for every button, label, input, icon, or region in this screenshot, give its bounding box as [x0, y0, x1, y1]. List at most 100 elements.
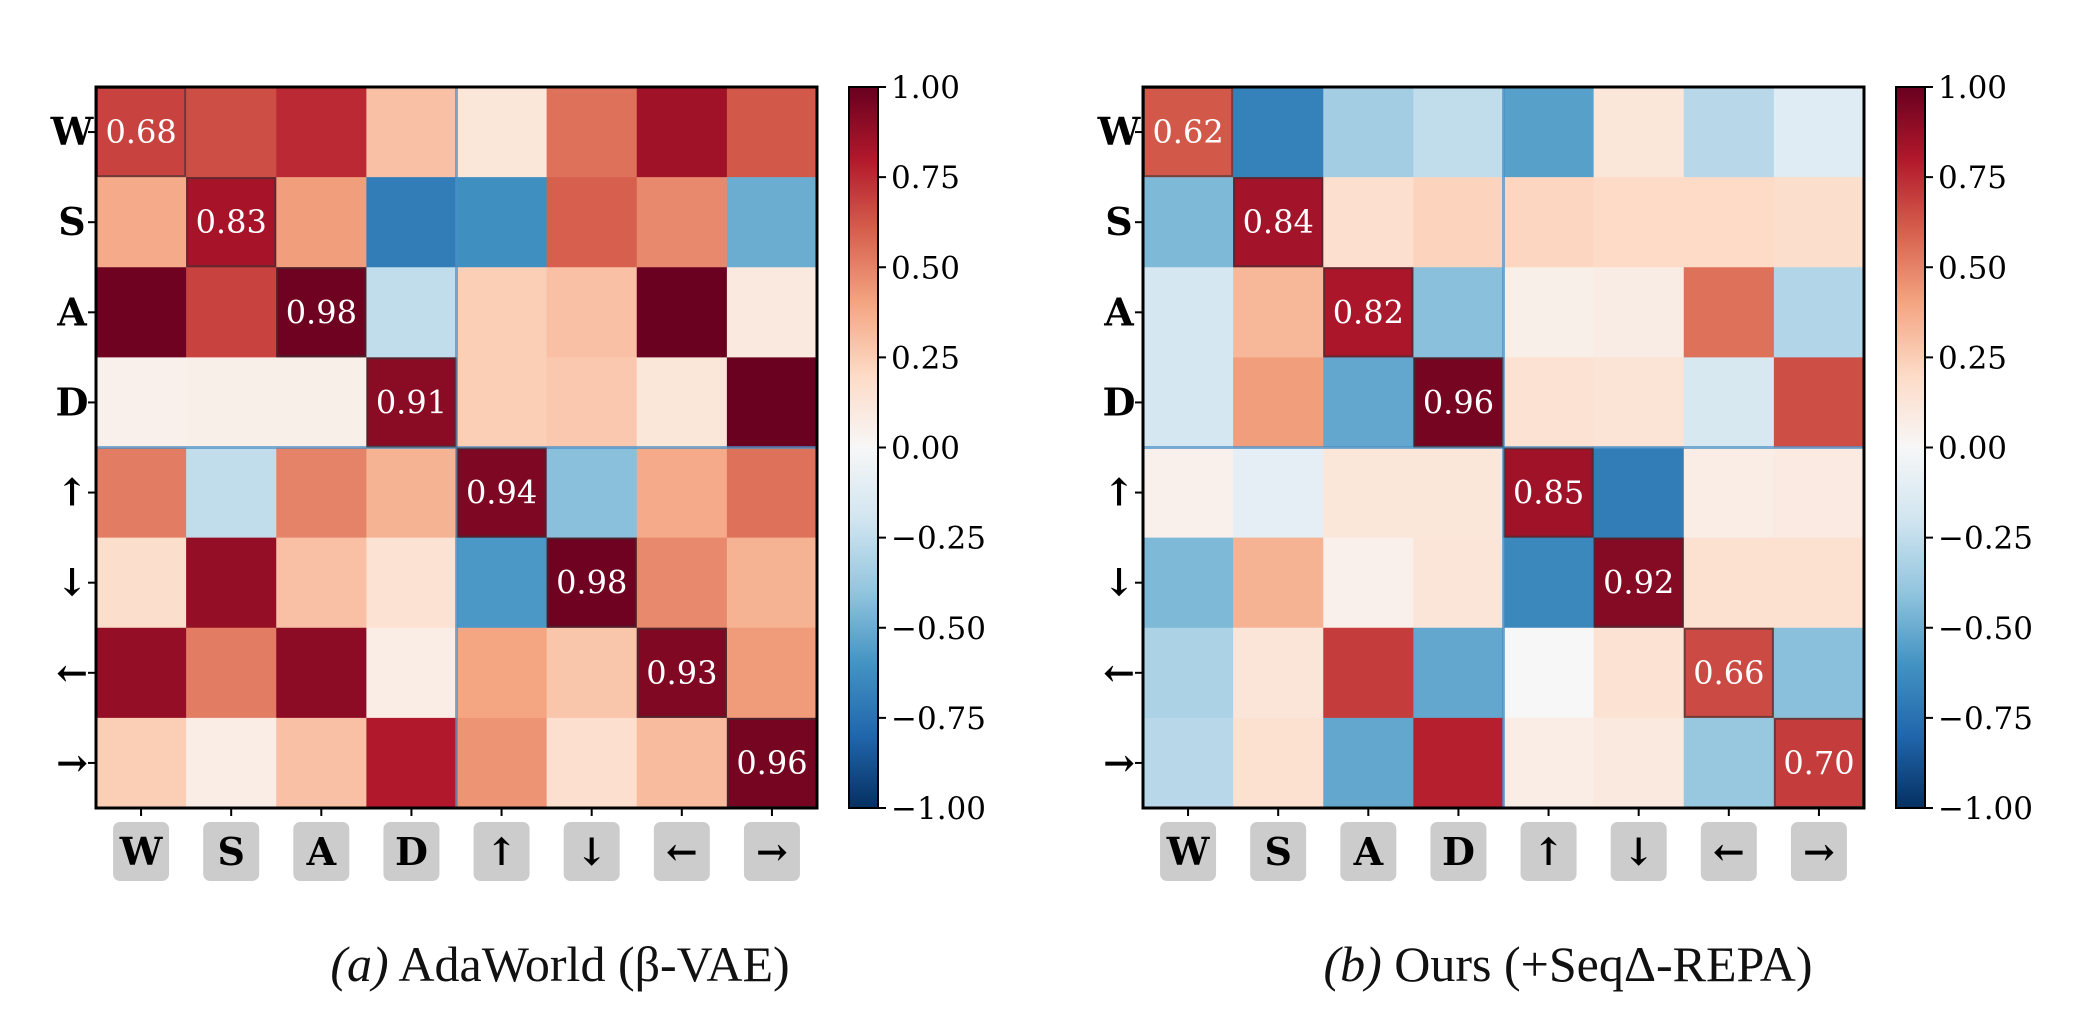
panel-a-diagonal-label: 0.93 — [646, 654, 717, 692]
panel-b-cell — [1593, 537, 1685, 629]
panel-b-cell — [1503, 627, 1595, 719]
panel-b-cell — [1773, 447, 1865, 539]
panel-a-cell — [366, 627, 457, 719]
panel-b-cell — [1773, 267, 1865, 358]
panel-a-row-label: S — [58, 199, 85, 244]
panel-b-row-label: W — [1097, 109, 1142, 154]
panel-a-cell — [186, 177, 277, 268]
panel-b-cell — [1503, 447, 1595, 539]
panel-a-cell — [96, 447, 187, 539]
panel-a-key-box — [293, 822, 350, 881]
panel-a-diagonal-label: 0.98 — [556, 564, 627, 602]
panel-a-colorbar-tick-label: −0.25 — [891, 521, 986, 557]
panel-b-cell — [1143, 357, 1234, 448]
panel-b-diagonal-label: 0.82 — [1333, 293, 1404, 331]
panel-b-cell — [1233, 177, 1324, 268]
panel-a-cell — [546, 537, 638, 629]
panel-a-key-box — [113, 822, 170, 881]
panel-b-cell — [1413, 447, 1504, 539]
panel-b-colorbar-tick-label: 0.75 — [1938, 160, 2007, 196]
panel-a-cell — [96, 537, 187, 629]
panel-a-cell — [366, 537, 457, 629]
panel-a-cell — [276, 177, 367, 268]
panel-a-key-box — [383, 822, 440, 881]
panel-b-diagonal-label: 0.92 — [1603, 564, 1674, 602]
panel-a-cell — [726, 87, 818, 178]
panel-b-cell — [1683, 627, 1775, 719]
panel-b-cell — [1323, 87, 1414, 178]
panel-a-cell — [276, 447, 367, 539]
panel-b-cell — [1683, 537, 1775, 629]
panel-a-key-box — [203, 822, 260, 881]
panel-a-cell — [186, 447, 277, 539]
panel-a-cell — [276, 87, 367, 178]
panel-a-cell — [546, 267, 638, 358]
panel-a-key-box — [473, 822, 530, 881]
panel-a-cell — [366, 267, 457, 358]
panel-b-cell — [1503, 717, 1595, 809]
panel-b-diagonal-border — [1233, 177, 1324, 268]
panel-b-cell — [1773, 537, 1865, 629]
caption-a: (a) AdaWorld (β-VAE) — [330, 935, 789, 993]
panel-a-cell — [366, 717, 457, 809]
panel-a-col-label: A — [306, 829, 337, 874]
panel-a-colorbar-tick-label: −0.50 — [891, 611, 986, 647]
panel-b-row-label: A — [1103, 289, 1134, 334]
panel-b-cell — [1773, 717, 1865, 809]
panel-b-colorbar-tick-label: 0.25 — [1938, 340, 2007, 376]
panel-b-row-label: S — [1105, 199, 1132, 244]
panel-a-cell — [456, 627, 548, 719]
panel-a-cell — [456, 267, 548, 358]
panel-a-cell — [456, 357, 548, 448]
panel-a-key-box — [743, 822, 800, 881]
panel-a-col-label: ↓ — [576, 829, 608, 874]
panel-a-col-label: ← — [666, 829, 698, 874]
panel-b-cell — [1323, 717, 1414, 809]
panel-a-cell — [546, 717, 638, 809]
panel-a-cell — [636, 267, 728, 358]
panel-b-row-label: → — [1103, 740, 1135, 785]
panel-a-cell — [276, 267, 367, 358]
panel-a-col-label: D — [395, 829, 428, 874]
panel-b-colorbar-tick-label: 0.00 — [1938, 431, 2007, 467]
panel-a-row-label: ← — [56, 650, 88, 695]
panel-a-cell — [276, 717, 367, 809]
panel-a-diagonal-label: 0.98 — [286, 293, 357, 331]
panel-b-cell — [1323, 627, 1414, 719]
panel-b-cell — [1143, 537, 1234, 629]
panel-a-cell — [96, 357, 187, 448]
panel-a-cell — [96, 717, 187, 809]
panel-b-cell — [1593, 627, 1685, 719]
panel-a-row-label: → — [56, 740, 88, 785]
panel-a-cell — [726, 627, 818, 719]
panel-b-diagonal-border — [1413, 357, 1504, 448]
panel-a-colorbar — [848, 86, 879, 809]
panel-b-diagonal-label: 0.96 — [1423, 383, 1494, 421]
panel-b-colorbar-tick-label: −0.75 — [1938, 701, 2033, 737]
panel-b-key-box — [1610, 822, 1667, 881]
panel-b-cell — [1413, 267, 1504, 358]
panel-b-cell — [1593, 717, 1685, 809]
panel-a-colorbar-tick-label: 0.50 — [891, 250, 960, 286]
panel-a-cell — [726, 357, 818, 448]
panel-b-cell — [1773, 87, 1865, 178]
panel-a-cell — [366, 177, 457, 268]
panel-a-cell — [636, 627, 728, 719]
panel-a-cell — [726, 177, 818, 268]
panel-a-key-box — [563, 822, 620, 881]
panel-b-col-label: S — [1264, 829, 1291, 874]
panel-b-row-label: D — [1103, 379, 1136, 424]
panel-b-cell — [1233, 537, 1324, 629]
caption-b-text: Ours (+SeqΔ-REPA) — [1394, 936, 1813, 992]
panel-a-row-label: D — [56, 379, 89, 424]
panel-b-colorbar-tick-label: −1.00 — [1938, 791, 2033, 827]
panel-b-key-box — [1430, 822, 1487, 881]
panel-b-cell — [1683, 447, 1775, 539]
panel-a-cell — [726, 447, 818, 539]
panel-b-cell — [1143, 627, 1234, 719]
panel-b-cell — [1413, 357, 1504, 448]
panel-a-frame — [94, 85, 819, 810]
panel-b-colorbar-tick-label: −0.50 — [1938, 611, 2033, 647]
panel-b-cell — [1323, 267, 1414, 358]
panel-b-cell — [1593, 447, 1685, 539]
